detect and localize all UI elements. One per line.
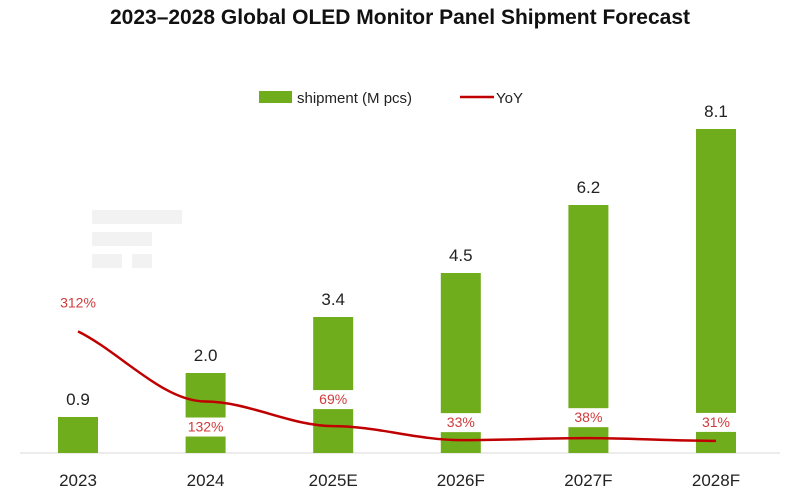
yoy-label: 132% (188, 419, 224, 435)
x-tick-label: 2028F (692, 471, 740, 490)
yoy-label: 312% (60, 294, 96, 310)
x-tick-label: 2027F (564, 471, 612, 490)
chart-title: 2023–2028 Global OLED Monitor Panel Ship… (109, 6, 690, 29)
bar (185, 373, 226, 453)
x-tick-label: 2023 (59, 471, 97, 490)
legend-swatch-shipment (259, 91, 292, 103)
x-tick-label: 2026F (437, 471, 485, 490)
yoy-label: 38% (574, 409, 602, 425)
watermark-logo (92, 210, 182, 268)
yoy-line (77, 330, 717, 443)
legend-label-shipment: shipment (M pcs) (297, 90, 412, 107)
bar-value-label: 6.2 (577, 178, 601, 197)
bar-value-label: 8.1 (704, 102, 728, 121)
bar-value-label: 2.0 (194, 346, 218, 365)
yoy-label-bg (311, 390, 356, 410)
bar-value-label: 0.9 (66, 390, 90, 409)
x-tick-label: 2024 (187, 471, 225, 490)
x-tick-label: 2025E (309, 471, 358, 490)
bar (696, 129, 736, 453)
yoy-label: 31% (702, 414, 730, 430)
bar-value-label: 4.5 (449, 246, 473, 265)
yoy-label-bg (183, 417, 228, 437)
yoy-label-bg (438, 413, 483, 433)
bar-value-label: 3.4 (321, 290, 345, 309)
yoy-label-bg (694, 412, 738, 432)
bar (313, 317, 354, 453)
legend-label-yoy: YoY (496, 90, 523, 107)
yoy-label: 33% (447, 414, 475, 430)
bar (58, 417, 98, 453)
yoy-label: 69% (319, 391, 347, 407)
yoy-label-bg (566, 408, 611, 428)
